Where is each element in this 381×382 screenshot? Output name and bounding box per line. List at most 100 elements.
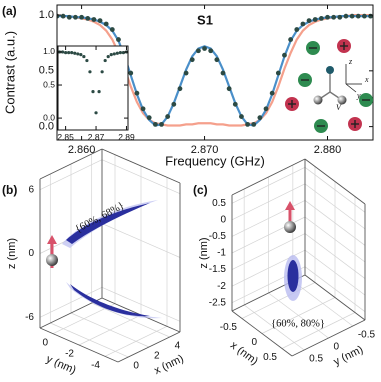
data-point (300, 21, 306, 27)
data-point (140, 106, 146, 112)
data-point (97, 18, 103, 24)
data-point (85, 15, 91, 21)
data-point (361, 13, 367, 19)
frame-label: x (364, 75, 369, 84)
x-tick-label: 2.89 (118, 132, 135, 142)
data-point (177, 86, 183, 92)
data-point (251, 121, 257, 127)
data-point (116, 37, 121, 42)
data-point (239, 114, 244, 119)
plot-frame (57, 45, 129, 131)
data-point (115, 51, 119, 55)
data-point (196, 48, 201, 54)
panel: 2.85 2.87 2.89 0.0 0.5 1.0 (43, 45, 135, 142)
z-tick-label: -6 (25, 312, 34, 323)
grid-line (292, 280, 354, 327)
grid-line (231, 183, 306, 221)
data-point (94, 111, 98, 115)
box-edge (291, 319, 366, 357)
z-tick-label: -2 (217, 281, 226, 292)
data-point (159, 121, 164, 127)
data-point (214, 57, 220, 63)
x-tick-label: 2.87 (88, 132, 105, 142)
data-point (282, 52, 287, 58)
data-point (318, 15, 324, 21)
data-point (349, 13, 355, 19)
box-edge (39, 148, 103, 180)
panel-c-art (284, 201, 302, 301)
data-point (103, 21, 109, 27)
y-tick-label: 0.5 (43, 79, 55, 89)
grid-line (39, 159, 103, 190)
data-line (57, 15, 371, 127)
frame-label: V (336, 103, 342, 112)
y-tick-label: 0 (334, 342, 340, 353)
y-tick-label: 0.0 (39, 121, 54, 133)
data-point (171, 101, 177, 107)
data-point (134, 90, 140, 96)
data-point (183, 70, 189, 76)
box-edge (39, 327, 119, 363)
plot-area (58, 46, 128, 130)
data-layer (57, 13, 373, 127)
data-point (109, 27, 115, 32)
data-point (202, 46, 207, 51)
z-tick-label: -0.5 (209, 231, 227, 242)
x-tick-label: 2.870 (191, 144, 219, 156)
grid-line (304, 233, 366, 279)
nv-icon (285, 39, 373, 133)
x-axis-title: Frequency (GHz) (165, 153, 265, 168)
z-tick-label: 6 (28, 184, 34, 195)
x-tick-label: 2 (154, 351, 160, 362)
data-point (189, 57, 195, 63)
data-point (275, 70, 281, 76)
box-edge (231, 158, 306, 196)
annotation: {60%, 80%} (271, 318, 325, 329)
data-point (88, 70, 92, 74)
data-point (103, 58, 107, 63)
data-line (57, 13, 371, 127)
grid-line (243, 304, 305, 351)
grid-line (39, 287, 103, 318)
data-point (73, 14, 78, 20)
y-tick-label: 0.5 (309, 354, 323, 365)
x-tick-label: 0.5 (263, 352, 277, 363)
y-tick-label: -2 (65, 349, 74, 360)
box-edge (231, 310, 293, 357)
x-tick-label: 2.860 (68, 144, 96, 156)
grid-line (268, 292, 329, 339)
data-point (106, 54, 110, 59)
data-point (82, 54, 86, 59)
z-tick-label: 0 (28, 248, 34, 259)
data-point (100, 70, 104, 74)
z-axis-title: z (nm) (6, 238, 18, 269)
data-point (91, 90, 95, 94)
box-edge (101, 148, 181, 184)
data-point (85, 58, 89, 63)
data-point (343, 13, 349, 19)
data-point (257, 115, 263, 121)
data-point (208, 48, 214, 54)
grid-line (101, 159, 181, 194)
y-tick-label: 0.0 (43, 112, 55, 122)
y-axis-title: Contrast (a.u.) (2, 31, 17, 114)
data-point (70, 51, 74, 55)
data-point (355, 13, 361, 19)
data-point (306, 18, 312, 24)
frame-label: z (348, 57, 353, 66)
data-point (263, 106, 269, 112)
frame-label: y (356, 91, 361, 100)
data-point (245, 121, 250, 127)
y-tick-label: -4 (91, 360, 100, 371)
grid-line (304, 266, 366, 312)
grid-line (304, 167, 366, 213)
grid-line (304, 200, 366, 246)
box-edge (117, 331, 181, 363)
y-tick-label: -0.5 (358, 330, 376, 341)
data-point (60, 13, 66, 19)
grid-line (231, 233, 306, 270)
grid-line (101, 223, 181, 258)
plot-frame (56, 4, 374, 141)
